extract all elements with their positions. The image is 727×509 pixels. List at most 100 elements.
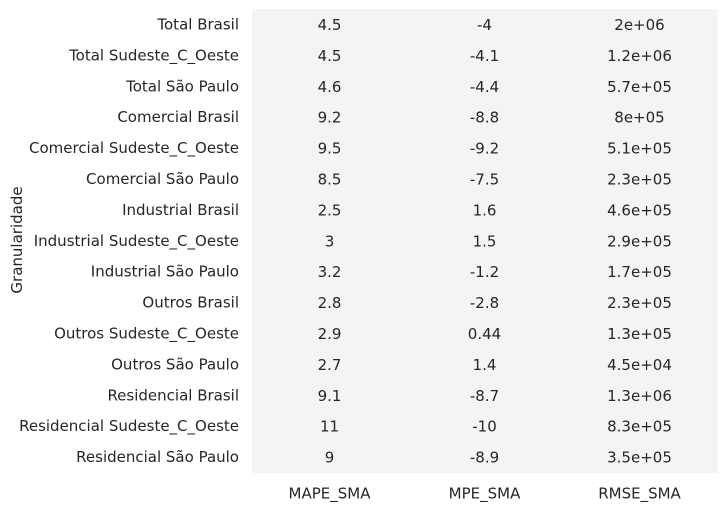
column-tick-label: MAPE_SMA — [289, 485, 372, 504]
cell-annotation: 1.4 — [473, 356, 497, 374]
heatmap-cell — [407, 441, 563, 473]
heatmap-cell — [407, 225, 563, 257]
heatmap-cell — [407, 194, 563, 226]
heatmap-cell — [407, 70, 563, 103]
cell-annotation: 9.5 — [318, 140, 342, 158]
heatmap-cell — [562, 9, 718, 41]
heatmap-cell — [252, 410, 408, 443]
y-axis-label: Granularidade — [8, 186, 26, 293]
cell-annotation: -8.8 — [470, 109, 499, 127]
heatmap-cell — [252, 318, 408, 350]
heatmap-cell — [252, 132, 408, 164]
heatmap-cell — [407, 348, 563, 381]
cell-annotation: 1.5 — [473, 232, 497, 250]
row-tick-label: Outros São Paulo — [111, 355, 239, 373]
row-tick-label: Residencial São Paulo — [76, 448, 239, 466]
row-tick-label: Total Sudeste_C_Oeste — [68, 46, 239, 65]
heatmap-cell — [562, 379, 718, 412]
cell-annotation: 5.7e+05 — [607, 78, 672, 96]
heatmap-cell — [562, 194, 718, 226]
heatmap-cell — [407, 39, 563, 72]
heatmap-cell — [252, 225, 408, 257]
heatmap-cell — [252, 70, 408, 103]
heatmap-cells — [252, 9, 718, 473]
cell-annotation: -1.2 — [470, 263, 499, 281]
cell-annotation: 3.5e+05 — [607, 449, 672, 467]
cell-annotation: 1.3e+05 — [607, 325, 672, 343]
heatmap-cell — [562, 163, 718, 195]
cell-annotation: 2e+06 — [614, 16, 664, 34]
heatmap-cell — [252, 348, 408, 381]
column-tick-labels: MAPE_SMA MPE_SMA RMSE_SMA — [289, 485, 682, 504]
column-tick-label: RMSE_SMA — [598, 485, 681, 504]
cell-annotation: -4.1 — [470, 47, 499, 65]
heatmap-cell — [407, 318, 563, 350]
cell-annotation: 9.1 — [318, 387, 342, 405]
heatmap-cell — [252, 194, 408, 226]
cell-annotation: 9.2 — [318, 109, 342, 127]
cell-annotation: 2.7 — [318, 356, 342, 374]
heatmap-cell — [407, 9, 563, 41]
cell-annotation: 1.3e+06 — [607, 387, 672, 405]
cell-annotation: -2.8 — [470, 294, 499, 312]
heatmap-cell — [407, 101, 563, 134]
row-tick-labels: Total Brasil Total Sudeste_C_Oeste Total S… — [19, 15, 239, 466]
cell-annotation: 4.6 — [318, 78, 342, 96]
cell-annotation: 8e+05 — [614, 109, 664, 127]
heatmap-cell — [562, 225, 718, 257]
row-tick-label: Total São Paulo — [125, 77, 239, 95]
heatmap-cell — [562, 287, 718, 319]
cell-annotation: 0.44 — [468, 325, 501, 343]
heatmap-cell — [562, 318, 718, 350]
heatmap-cell — [252, 9, 408, 41]
cell-annotation: 8.3e+05 — [607, 418, 672, 436]
cell-annotation: 1.7e+05 — [607, 263, 672, 281]
heatmap-cell — [562, 441, 718, 473]
cell-annotation: 1.6 — [473, 201, 497, 219]
heatmap-cell — [562, 348, 718, 381]
heatmap-cell — [407, 256, 563, 288]
cell-annotation: 2.3e+05 — [607, 294, 672, 312]
heatmap-cell — [407, 410, 563, 443]
heatmap-cell — [252, 441, 408, 473]
cell-annotation: 2.3e+05 — [607, 170, 672, 188]
cell-annotation: 11 — [320, 418, 339, 436]
cell-annotation: 4.6e+05 — [607, 201, 672, 219]
row-tick-label: Industrial Sudeste_C_Oeste — [34, 232, 239, 251]
heatmap-cell — [562, 132, 718, 164]
cell-annotation: 5.1e+05 — [607, 140, 672, 158]
cell-annotation: 4.5 — [318, 47, 342, 65]
heatmap-cell — [562, 410, 718, 443]
cell-annotation: -7.5 — [470, 170, 499, 188]
row-tick-label: Comercial Brasil — [117, 108, 239, 126]
heatmap-cell — [407, 287, 563, 319]
row-tick-label: Industrial Brasil — [122, 201, 239, 219]
row-tick-label: Comercial São Paulo — [86, 170, 239, 188]
heatmap-cell — [562, 39, 718, 72]
row-tick-label: Residencial Brasil — [107, 386, 239, 404]
heatmap-cell — [252, 101, 408, 134]
heatmap-cell — [252, 379, 408, 412]
heatmap-cell — [252, 163, 408, 195]
cell-annotation: 3 — [325, 232, 335, 250]
row-tick-label: Total Brasil — [156, 15, 239, 33]
row-tick-label: Residencial Sudeste_C_Oeste — [19, 417, 239, 436]
heatmap-cell — [562, 70, 718, 103]
cell-annotation: 9 — [325, 449, 335, 467]
cell-annotations: 4.5 -4 2e+06 4.5 -4.1 1.2e+06 4.6 -4.4 5.7e+05 9.… — [318, 16, 672, 467]
cell-annotation: 4.5e+04 — [607, 356, 672, 374]
cell-annotation: 3.2 — [318, 263, 342, 281]
cell-annotation: 2.9 — [318, 325, 342, 343]
heatmap-cell — [252, 39, 408, 72]
cell-annotation: -8.7 — [470, 387, 499, 405]
cell-annotation: 2.9e+05 — [607, 232, 672, 250]
row-tick-label: Comercial Sudeste_C_Oeste — [29, 139, 239, 158]
cell-annotation: -8.9 — [470, 449, 499, 467]
cell-annotation: 8.5 — [318, 170, 342, 188]
cell-annotation: -4 — [477, 16, 492, 34]
cell-annotation: -9.2 — [470, 140, 499, 158]
heatmap-cell — [562, 101, 718, 134]
row-tick-label: Industrial São Paulo — [91, 263, 239, 281]
cell-annotation: 2.5 — [318, 201, 342, 219]
